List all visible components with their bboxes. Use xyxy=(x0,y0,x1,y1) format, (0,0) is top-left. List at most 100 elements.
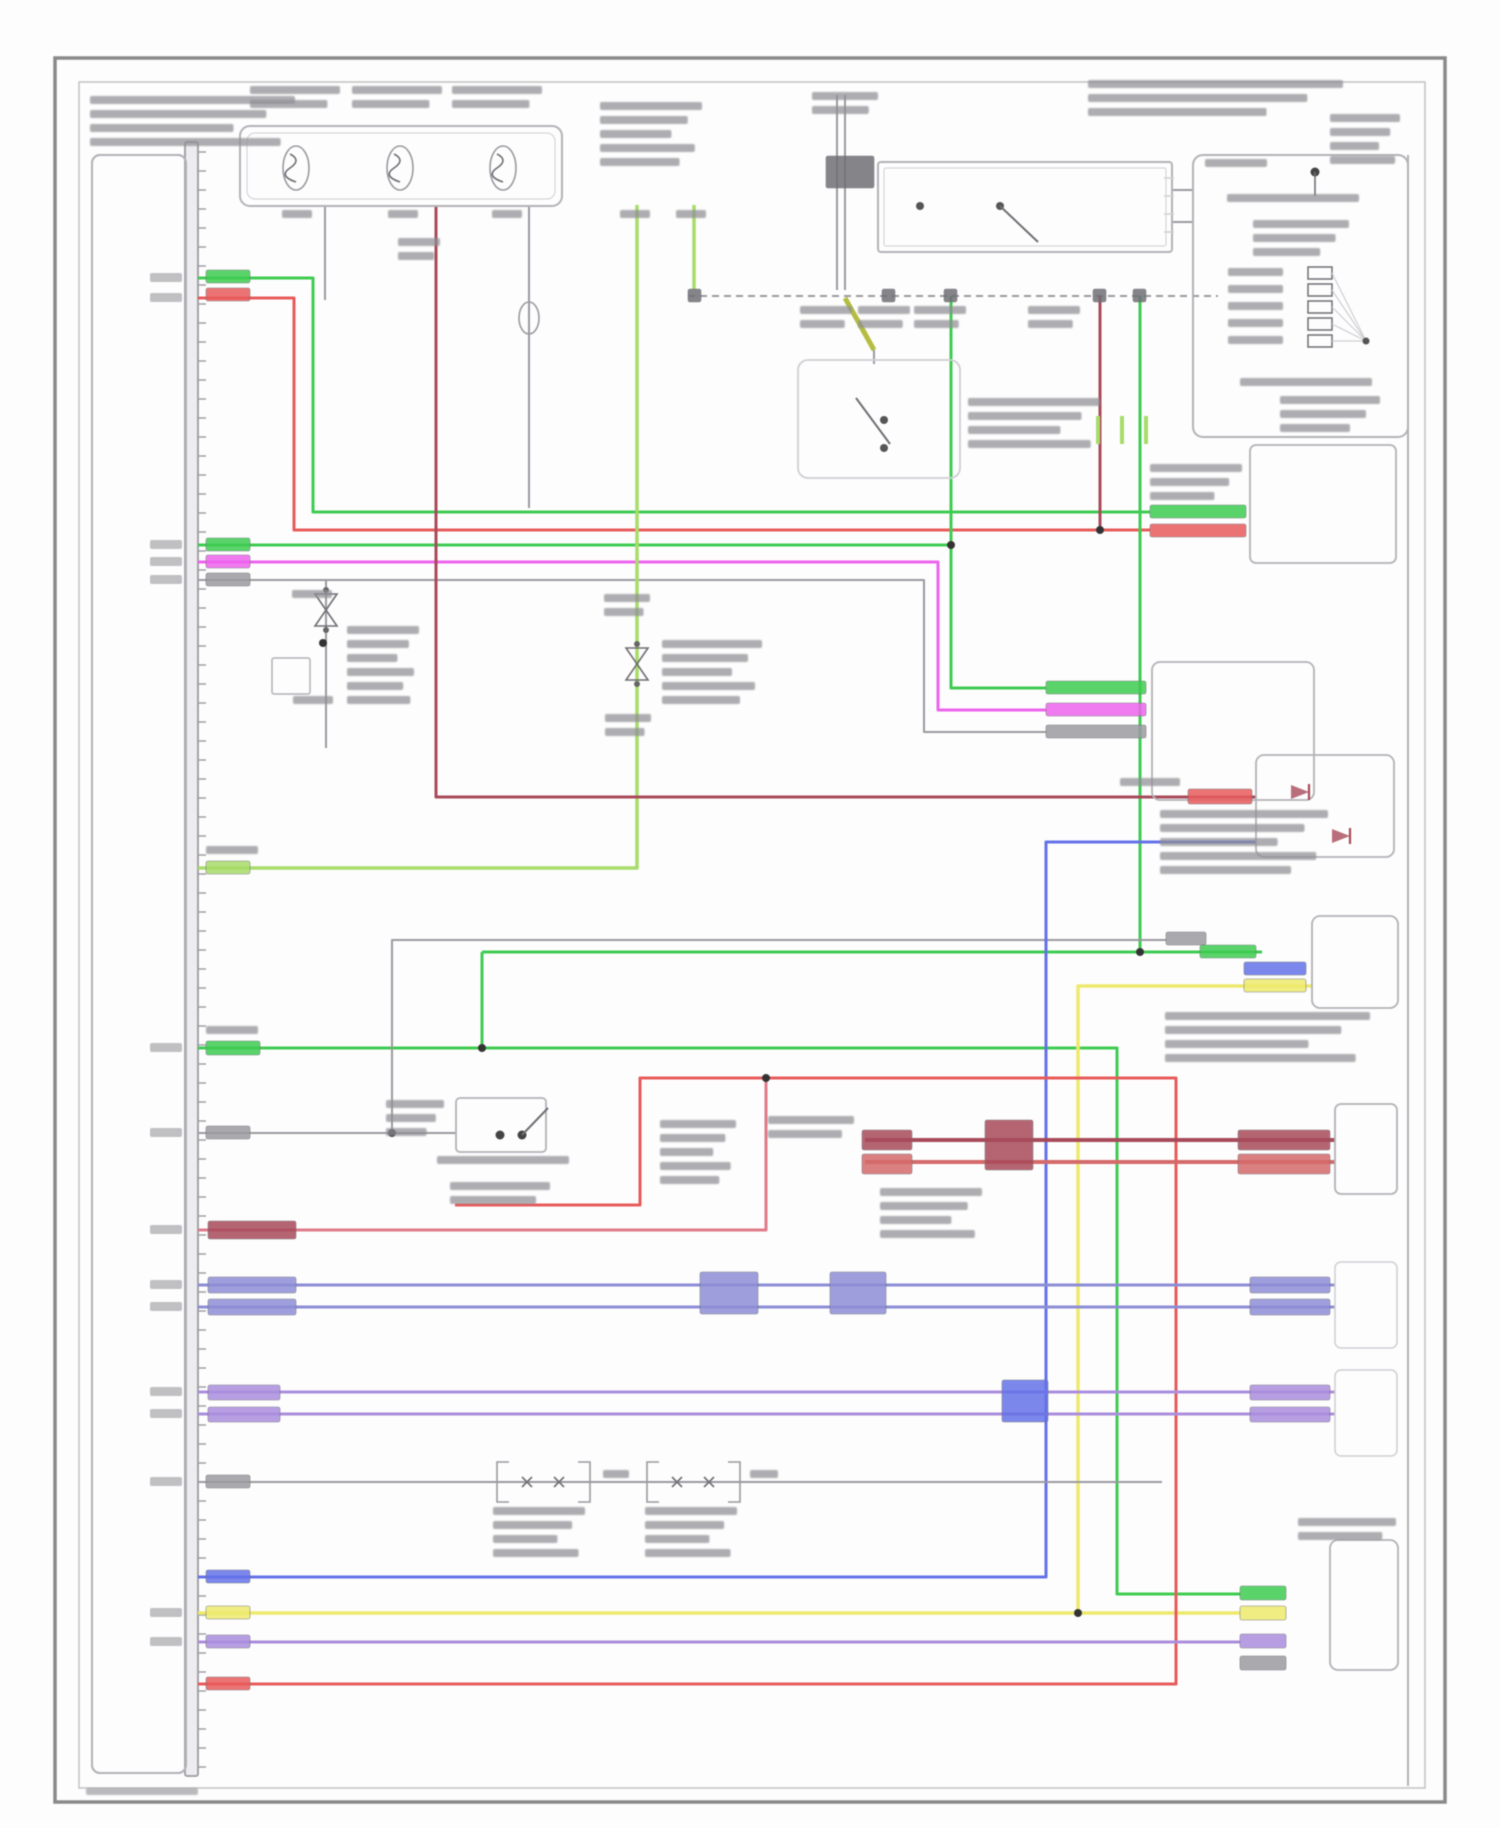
connector-block-yellow xyxy=(1239,1605,1287,1621)
lamp-side-label-1-line xyxy=(603,1470,629,1478)
bottom-right-label-line xyxy=(1298,1532,1383,1540)
connector-mid-label-line xyxy=(1160,866,1292,874)
connector-block-lavender xyxy=(205,1634,251,1649)
bus-tick-label xyxy=(150,1608,182,1617)
connector-mid-label-line xyxy=(1160,852,1317,860)
connector-block-violet xyxy=(699,1271,759,1315)
connector-box-right-3 xyxy=(1334,1103,1398,1195)
bus-tick-label xyxy=(150,1387,182,1396)
grid-row-label-4-line xyxy=(1228,319,1283,327)
combo-switch-label-line xyxy=(600,102,702,110)
stub-label-2-line xyxy=(388,210,418,218)
module-bracket-line xyxy=(1331,306,1367,342)
wire-trio-green xyxy=(198,543,1046,690)
fuse-element xyxy=(284,153,297,183)
connector-block-green xyxy=(1239,1585,1287,1601)
connector-right2-label-line xyxy=(1165,1026,1342,1034)
small-box-a1 xyxy=(271,657,311,695)
lamp-contact-x xyxy=(521,1476,533,1488)
wire-red-loop xyxy=(198,1076,1178,1686)
a1-right-label-line xyxy=(347,696,411,704)
connector-block-magenta xyxy=(1045,702,1147,717)
page-border-inner xyxy=(78,81,1426,1789)
connector-block-yellow xyxy=(1243,978,1307,993)
connector-block-lavender xyxy=(1249,1406,1331,1423)
connector-block-ltgreen xyxy=(205,860,251,875)
junction-dot xyxy=(762,1074,770,1082)
connector-block-violet xyxy=(1249,1276,1331,1294)
fuse-label-1-line xyxy=(250,100,328,108)
module-bracket-line xyxy=(1331,289,1367,342)
bottom-right-label-line xyxy=(1298,1518,1396,1526)
bus-tick-label xyxy=(150,1280,182,1289)
diode-symbol xyxy=(1291,785,1309,799)
mid-stack-label-2-line xyxy=(880,1188,982,1196)
title-block-line xyxy=(90,124,234,132)
junction-dot xyxy=(1074,1609,1082,1617)
connector-mid-label-line xyxy=(1160,824,1305,832)
wire-trio-magenta xyxy=(198,560,1046,712)
fuse-symbol xyxy=(282,145,310,191)
connector-block-green xyxy=(205,537,251,552)
connector-block-dgray xyxy=(825,155,875,189)
module-bracket-line xyxy=(1331,272,1367,342)
connector-box-top-right xyxy=(1249,444,1397,564)
module-top-right-label-line xyxy=(1330,128,1391,136)
wire-green-long xyxy=(198,1046,1240,1596)
fuse-element xyxy=(388,153,401,183)
pin-label-1-line xyxy=(800,306,852,314)
module-top-label-line xyxy=(1088,80,1343,88)
connector-block-blue xyxy=(1243,961,1307,976)
connector-mid-label-line xyxy=(1160,810,1328,818)
junction-dot xyxy=(1136,948,1144,956)
bowtie-pin-dot xyxy=(634,681,640,687)
connector-block-green xyxy=(1045,680,1147,695)
combo-switch-label-line xyxy=(600,116,688,124)
grid-row-label-2-line xyxy=(1228,285,1283,293)
pin-label-4-line xyxy=(1028,320,1073,328)
connector-block-violet xyxy=(207,1298,297,1316)
connector-block-green xyxy=(205,1040,261,1056)
pin-label-4-line xyxy=(1028,306,1080,314)
fuse-symbol xyxy=(386,145,414,191)
lamp-label-2-line xyxy=(645,1535,710,1543)
connector-block-gray xyxy=(205,1125,251,1140)
rheostat-box xyxy=(455,1097,547,1153)
relay-box xyxy=(877,161,1173,253)
fuse-label-2-line xyxy=(352,100,430,108)
a2-top-label-line xyxy=(604,608,644,616)
connector-block-gray xyxy=(1165,931,1207,946)
pin-label-2-line xyxy=(858,320,903,328)
connector-block-dgray xyxy=(687,288,702,303)
module-pin-block xyxy=(1307,317,1333,331)
connector-block-red xyxy=(205,287,251,302)
connector-block-dgray xyxy=(881,288,896,303)
fuse-symbol xyxy=(489,145,517,191)
wire-pink-riser xyxy=(198,1078,768,1232)
connector-block-gray xyxy=(205,572,251,587)
bus-tick-label xyxy=(150,1225,182,1234)
bus-tick-label xyxy=(150,557,182,566)
connector-block-maroon xyxy=(1237,1129,1331,1151)
combo-switch-label-line xyxy=(600,158,680,166)
connector-box-right-4 xyxy=(1334,1261,1398,1349)
a1-right-label-line xyxy=(347,682,404,690)
bus-tick-label xyxy=(150,575,182,584)
rheostat-stack-label-line xyxy=(450,1182,550,1190)
module-wide-label-line xyxy=(1227,194,1359,202)
module-lower-wide-label-line xyxy=(1240,378,1372,386)
connector-block-violet xyxy=(1249,1298,1331,1316)
connector-block-maroon xyxy=(207,1220,297,1240)
a2-right-label-line xyxy=(662,668,732,676)
bus-tick-label xyxy=(150,540,182,549)
connector-block-dgray xyxy=(943,288,958,303)
a1-right-label-line xyxy=(347,668,414,676)
lamp-bracket-right xyxy=(578,1461,591,1503)
module-stack-label-line xyxy=(1253,248,1321,256)
diode-box xyxy=(1255,754,1395,858)
a2-right-label-line xyxy=(662,696,740,704)
grid-row-label-5-line xyxy=(1228,336,1283,344)
module-top-label-line xyxy=(1088,108,1267,116)
mid-stack-label-line xyxy=(660,1162,731,1170)
